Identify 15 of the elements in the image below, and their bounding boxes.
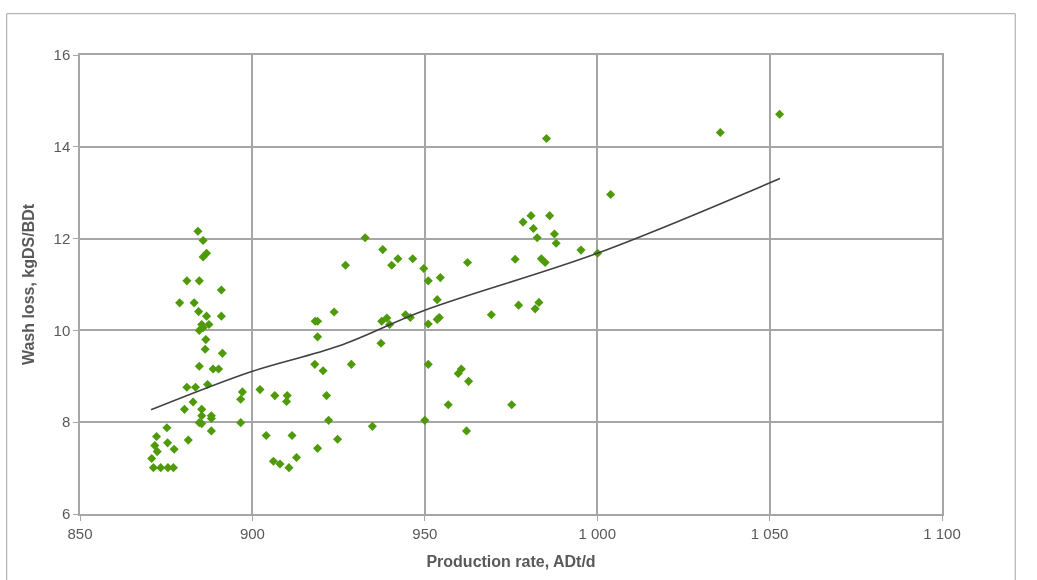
y-tick-label: 16	[53, 46, 71, 64]
y-axis-title: Wash loss, kgDS/BDt	[19, 203, 37, 366]
y-tick-label: 6	[61, 505, 71, 523]
y-tick-label: 14	[53, 138, 71, 156]
x-tick-label: 1 100	[923, 524, 961, 542]
x-tick-label: 900	[239, 524, 265, 542]
x-tick-label: 1 050	[750, 524, 789, 542]
x-tick-label: 850	[67, 524, 93, 542]
x-tick-label: 950	[412, 524, 438, 542]
x-tick-label: 1 000	[578, 524, 616, 542]
line-series	[150, 177, 781, 411]
y-tick-label: 8	[61, 413, 71, 431]
x-axis-title: Production rate, ADt/d	[426, 552, 596, 570]
y-tick-label: 10	[53, 321, 71, 339]
y-tick-label: 12	[53, 229, 71, 247]
